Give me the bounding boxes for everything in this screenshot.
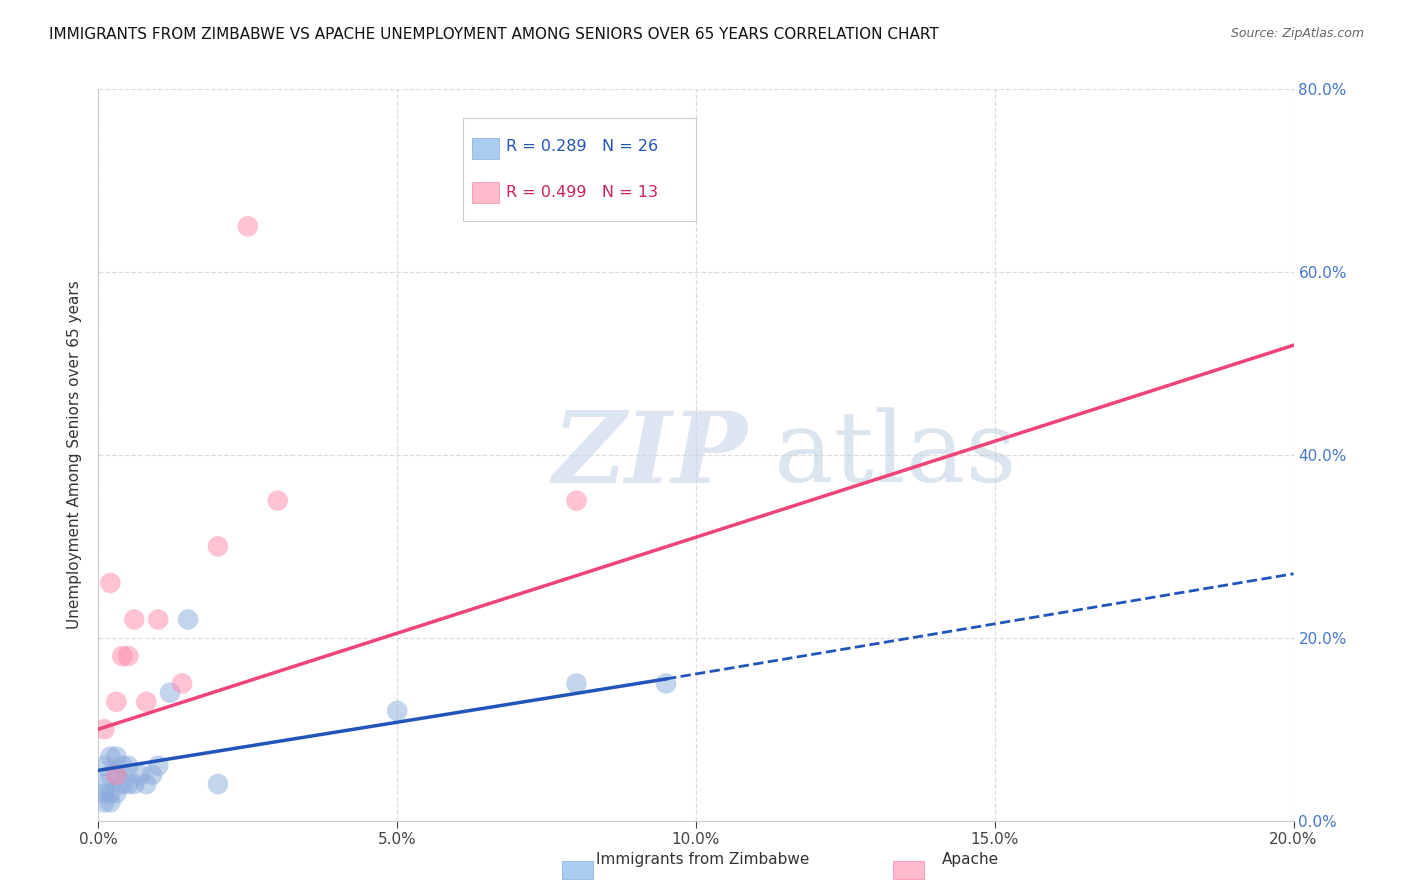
Point [172, 676, 194, 690]
Point [207, 539, 229, 553]
Text: ZIP: ZIP [553, 407, 748, 503]
Point [129, 768, 152, 782]
Point [124, 777, 146, 791]
Point [124, 613, 146, 627]
Text: R = 0.499   N = 13: R = 0.499 N = 13 [506, 185, 658, 200]
Point [141, 768, 163, 782]
Point [98, 749, 122, 764]
Point [267, 493, 290, 508]
Point [105, 786, 128, 800]
FancyBboxPatch shape [472, 182, 499, 202]
Point [117, 649, 139, 664]
Point [93, 786, 115, 800]
Point [98, 576, 122, 591]
Point [207, 777, 229, 791]
Point [93, 723, 115, 737]
Point [117, 758, 139, 772]
Point [148, 758, 170, 772]
Point [385, 704, 409, 718]
Point [135, 777, 157, 791]
Point [93, 777, 115, 791]
Text: Apache: Apache [942, 852, 1000, 867]
FancyBboxPatch shape [463, 119, 696, 221]
Point [105, 749, 128, 764]
Text: atlas: atlas [773, 407, 1017, 503]
Point [105, 768, 128, 782]
Point [98, 768, 122, 782]
FancyBboxPatch shape [472, 138, 499, 159]
Text: Immigrants from Zimbabwe: Immigrants from Zimbabwe [596, 852, 810, 867]
Point [565, 676, 588, 690]
Point [105, 695, 128, 709]
Text: R = 0.289   N = 26: R = 0.289 N = 26 [506, 139, 658, 154]
Point [98, 786, 122, 800]
Point [177, 613, 200, 627]
Point [148, 613, 170, 627]
Point [105, 768, 128, 782]
Point [111, 649, 134, 664]
Point [111, 777, 134, 791]
Point [98, 796, 122, 810]
Y-axis label: Unemployment Among Seniors over 65 years: Unemployment Among Seniors over 65 years [67, 281, 83, 629]
Point [93, 758, 115, 772]
Text: IMMIGRANTS FROM ZIMBABWE VS APACHE UNEMPLOYMENT AMONG SENIORS OVER 65 YEARS CORR: IMMIGRANTS FROM ZIMBABWE VS APACHE UNEMP… [49, 27, 939, 42]
Point [93, 796, 115, 810]
Point [159, 686, 181, 700]
Text: Source: ZipAtlas.com: Source: ZipAtlas.com [1230, 27, 1364, 40]
Point [117, 777, 139, 791]
Point [111, 758, 134, 772]
Point [236, 219, 259, 234]
Point [655, 676, 678, 690]
Point [135, 695, 157, 709]
Point [565, 493, 588, 508]
